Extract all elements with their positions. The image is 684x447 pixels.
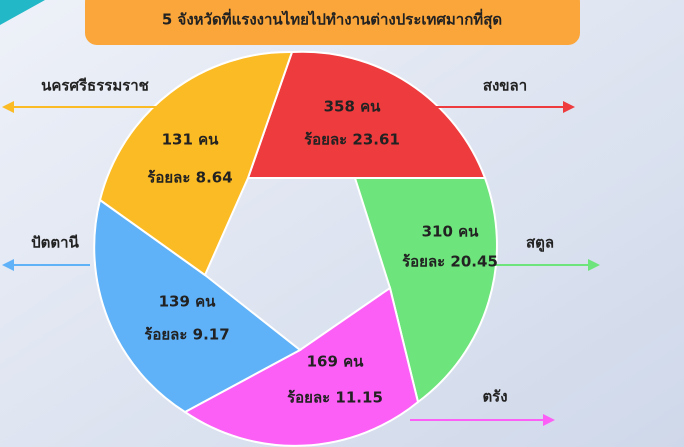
percent: ร้อยละ 23.61	[304, 131, 400, 149]
arrow-head	[2, 101, 14, 113]
province-name: สงขลา	[483, 77, 527, 95]
province-name: นครศรีธรรมราช	[41, 77, 149, 95]
segment	[93, 198, 302, 414]
arrow-head	[588, 259, 600, 271]
aperture-chart	[93, 50, 498, 447]
count: 358 คน	[324, 98, 382, 116]
segment	[183, 286, 420, 447]
title-banner	[85, 0, 580, 45]
province-name: ปัตตานี	[31, 234, 79, 252]
segment	[98, 50, 294, 277]
title: 5 จังหวัดที่แรงงานไทยไปทำงานต่างประเทศมา…	[162, 9, 502, 30]
segment	[246, 50, 487, 179]
corner-accent	[0, 0, 45, 25]
count: 310 คน	[422, 223, 480, 241]
percent: ร้อยละ 11.15	[287, 389, 383, 407]
percent: ร้อยละ 8.64	[147, 169, 232, 187]
arrow-head	[543, 414, 555, 426]
percent: ร้อยละ 9.17	[144, 326, 229, 344]
count: 169 คน	[307, 353, 365, 371]
arrow-head	[2, 259, 14, 271]
percent: ร้อยละ 20.45	[402, 253, 498, 271]
province-name: ตรัง	[482, 388, 507, 406]
segment	[353, 177, 498, 404]
province-name: สตูล	[526, 234, 554, 253]
count: 139 คน	[159, 293, 217, 311]
arrow-head	[563, 101, 575, 113]
count: 131 คน	[162, 131, 220, 149]
